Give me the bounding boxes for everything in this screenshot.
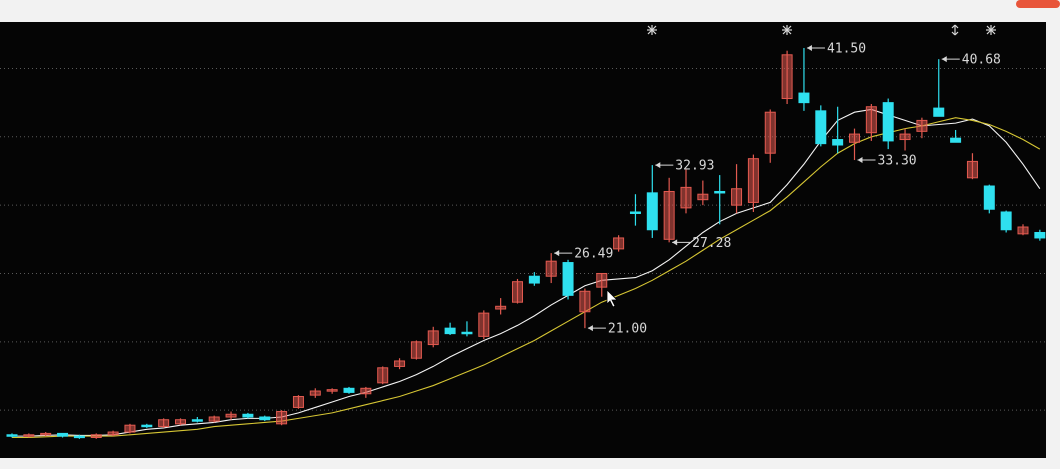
candle-body — [865, 106, 877, 134]
candle-body — [478, 312, 490, 337]
cursor — [606, 289, 618, 308]
annotation-label: 41.50 — [827, 41, 866, 56]
candle-body — [916, 119, 928, 132]
candle-body — [562, 262, 574, 296]
plot-area — [0, 22, 1046, 458]
annotation-arrowhead — [806, 44, 812, 51]
split-marker — [951, 24, 959, 36]
candle-body — [57, 432, 69, 437]
candle-body — [6, 434, 18, 437]
candles — [6, 47, 1046, 439]
candle-body — [427, 330, 439, 346]
candle-body — [461, 331, 473, 335]
annotation-arrowhead — [587, 325, 593, 332]
ma-line — [12, 117, 1041, 439]
candle-body — [579, 290, 591, 313]
candle-body — [545, 260, 557, 277]
candle-body — [410, 341, 422, 359]
annotation-arrowhead — [941, 56, 947, 63]
candle-body — [663, 190, 675, 240]
candle-body — [680, 186, 692, 209]
candle-body — [309, 390, 321, 396]
candle-body — [191, 419, 203, 422]
candle-body — [882, 102, 894, 142]
candle-body — [360, 387, 372, 395]
annotation-label: 21.00 — [608, 322, 647, 337]
candle-body — [377, 367, 389, 384]
candle-body — [596, 272, 608, 288]
annotation-label: 32.93 — [675, 159, 714, 174]
candle-body — [292, 395, 304, 408]
candle-body — [208, 416, 220, 422]
candle-body — [646, 192, 658, 231]
corner-badge — [1016, 0, 1060, 8]
candle-body — [1000, 211, 1012, 231]
annotation-label: 33.30 — [878, 154, 917, 169]
candle-body — [326, 389, 338, 392]
candle-body — [90, 434, 102, 438]
candle-body — [40, 432, 52, 436]
annotation-arrowhead — [672, 239, 678, 246]
candle-body — [394, 360, 406, 367]
candle-body — [124, 424, 136, 433]
candle-body — [815, 110, 827, 145]
candle-body — [276, 411, 288, 425]
candle-body — [23, 434, 35, 437]
annotation-label: 26.49 — [574, 247, 613, 262]
candle-body — [343, 387, 355, 393]
candle-body — [444, 327, 456, 335]
candle-body — [73, 435, 85, 439]
candle-body — [832, 139, 844, 146]
annotation-label: 40.68 — [962, 53, 1001, 68]
annotation-arrowhead — [655, 162, 661, 169]
candle-body — [933, 107, 945, 117]
candle-body — [259, 416, 271, 421]
candle-body — [613, 237, 625, 250]
annotation-label: 27.28 — [692, 236, 731, 251]
star-marker — [782, 25, 792, 35]
candle-body — [714, 190, 726, 194]
candle-body — [950, 137, 962, 143]
candle-body — [966, 160, 978, 179]
candle-body — [1034, 231, 1046, 239]
candle-body — [175, 419, 186, 425]
candle-body — [697, 193, 709, 201]
candle-body — [764, 111, 776, 154]
annotation-arrowhead — [857, 157, 863, 164]
annotations: 41.50 40.68 33.30 32.93 27.28 26.49 21.00 — [554, 41, 1001, 337]
candle-body — [528, 275, 540, 284]
candle-body — [225, 413, 237, 418]
candle-body — [629, 211, 641, 214]
markers — [647, 24, 996, 36]
candle-body — [495, 305, 507, 310]
candle-body — [158, 419, 170, 428]
annotation-arrowhead — [554, 250, 560, 257]
candle-body — [747, 158, 759, 203]
candle-body — [141, 424, 153, 428]
candle-body — [242, 413, 254, 418]
star-marker — [986, 25, 996, 35]
candle-body — [798, 92, 810, 104]
candle-body — [899, 133, 911, 141]
candle-body — [107, 431, 119, 436]
candle-body — [983, 185, 995, 210]
candle-body — [731, 188, 743, 206]
candle-body — [781, 54, 793, 100]
candle-body — [512, 281, 523, 303]
candle-body — [1017, 226, 1029, 235]
candle-body — [849, 133, 860, 143]
star-marker — [647, 25, 657, 35]
